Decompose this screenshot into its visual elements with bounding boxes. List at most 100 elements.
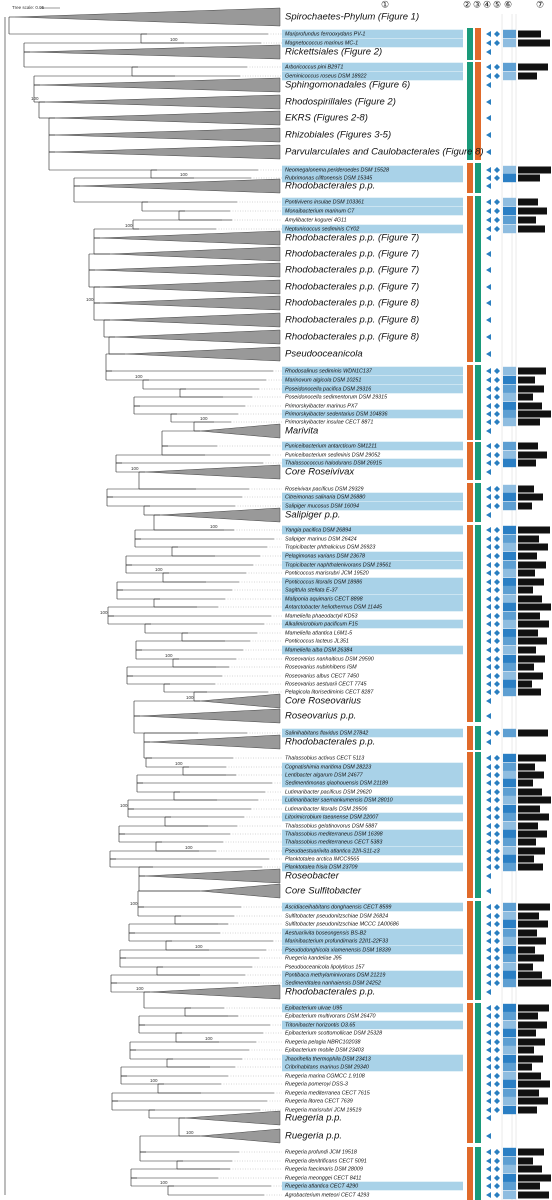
trait-4: [486, 183, 491, 189]
leaf-label: Roseovarius nubinhibens ISM: [285, 664, 357, 670]
bootstrap-value: 100: [186, 1130, 194, 1135]
trait-6: [503, 645, 516, 655]
trait-7: [518, 1148, 544, 1156]
trait-5: [494, 780, 500, 786]
trait-6: [503, 687, 516, 697]
collapsed-clade: [139, 708, 281, 724]
bootstrap-value: 100: [150, 1078, 158, 1083]
trait-4: [486, 806, 491, 812]
trait-5: [494, 562, 500, 568]
leaf-label: Alkalimicrobium pacificum F15: [284, 621, 359, 627]
trait-4: [486, 947, 491, 953]
leaf-label: Pseudooceanicola lipolyticus 157: [285, 964, 365, 970]
leaf-label: Monaibacterium marinum C7: [285, 208, 355, 214]
trait-5: [494, 403, 500, 409]
clade-label: Rhizobiales (Figures 3-5): [285, 130, 391, 141]
leaf-label: Poseidonocella sedimentorum DSM 29315: [285, 394, 388, 400]
trait-5: [494, 377, 500, 383]
trait-7: [518, 672, 543, 680]
trait-7: [518, 929, 537, 937]
trait-6: [503, 1079, 516, 1089]
highlight: [282, 71, 463, 81]
clade-label: Rhodobacterales p.p. (Figure 8): [285, 315, 419, 326]
highlight: [282, 1181, 463, 1191]
column-header: ①: [381, 0, 389, 9]
highlight: [282, 585, 463, 595]
trait-7: [518, 198, 538, 206]
leaf-label: Rhodosalinus sediminis WDN1C137: [285, 368, 373, 374]
collapsed-clade: [99, 295, 281, 311]
trait-7: [518, 1055, 543, 1063]
trait-6: [503, 458, 516, 468]
trait-5: [494, 1047, 500, 1053]
trait-6: [503, 654, 516, 664]
highlight: [282, 197, 463, 207]
trait-7: [518, 963, 533, 971]
leaf-label: Thalassobius gelatinovorus DSM 5887: [285, 823, 378, 829]
clade-label: Sphingomonadales (Figure 6): [285, 80, 410, 91]
trait-7: [518, 595, 542, 603]
leaf-label: Ruegeria kandeliae J95: [285, 955, 343, 961]
trait-7: [518, 603, 551, 611]
leaf-label: Rubrimonas cliftonensis DSM 15345: [285, 175, 373, 181]
leaf-label: Ruegeria pelagia NBRC102038: [285, 1039, 361, 1045]
trait-4: [486, 544, 491, 550]
trait-5: [494, 411, 500, 417]
trait-5: [494, 394, 500, 400]
group-bar-orange: [467, 726, 473, 750]
collapsed-clade: [114, 329, 281, 345]
trait-5: [494, 764, 500, 770]
trait-5: [494, 452, 500, 458]
column-header: ⑥: [504, 0, 512, 9]
trait-7: [518, 903, 550, 911]
trait-5: [494, 1192, 500, 1198]
collapsed-clade: [54, 110, 281, 126]
highlight: [282, 224, 463, 234]
trait-4: [486, 419, 491, 425]
group-bar-teal: [475, 752, 481, 898]
trait-6: [503, 71, 516, 81]
trait-4: [486, 888, 491, 894]
trait-5: [494, 772, 500, 778]
trait-4: [486, 570, 491, 576]
trait-5: [494, 226, 500, 232]
leaf-label: Salipiger marinus DSM 26424: [285, 536, 357, 542]
trait-5: [494, 570, 500, 576]
trait-5: [494, 664, 500, 670]
collapsed-clade: [39, 77, 281, 93]
leaf-label: Poseidonocella pacifica DSM 29316: [285, 386, 371, 392]
trait-5: [494, 864, 500, 870]
leaf-label: Sagittula stellata E-37: [285, 587, 338, 593]
trait-5: [494, 167, 500, 173]
collapsed-clade: [109, 246, 281, 262]
trait-7: [518, 729, 548, 737]
trait-5: [494, 1030, 500, 1036]
trait-6: [503, 1028, 516, 1038]
trait-6: [503, 854, 516, 864]
trait-4: [486, 1013, 491, 1019]
trait-4: [486, 73, 491, 79]
leaf-label: Pseudodonghicola xiamenensis DSM 18339: [285, 947, 391, 953]
trait-4: [486, 1166, 491, 1172]
trait-7: [518, 1165, 542, 1173]
trait-7: [518, 763, 535, 771]
leaf-label: Epibacterium mobile DSM 23403: [285, 1047, 364, 1053]
trait-7: [518, 663, 534, 671]
trait-7: [518, 1021, 547, 1029]
trait-4: [486, 1081, 491, 1087]
trait-4: [486, 1107, 491, 1113]
trait-4: [486, 267, 491, 273]
trait-4: [486, 235, 491, 241]
leaf-label: Sulfitobacter pseudonitzschiae DSM 26824: [285, 913, 388, 919]
trait-6: [503, 804, 516, 814]
highlight: [282, 762, 463, 772]
trait-4: [486, 980, 491, 986]
collapsed-clade: [144, 868, 281, 884]
highlight: [282, 206, 463, 216]
trait-7: [518, 1029, 536, 1037]
trait-5: [494, 656, 500, 662]
trait-6: [503, 1071, 516, 1081]
trait-5: [494, 175, 500, 181]
trait-5: [494, 730, 500, 736]
trait-6: [503, 902, 516, 912]
